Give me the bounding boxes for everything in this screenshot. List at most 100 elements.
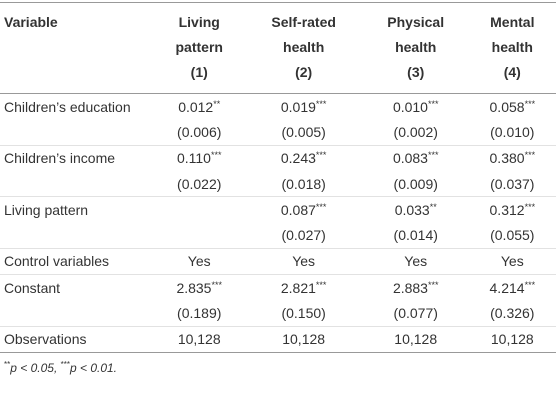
table-cell: 0.243*** — [244, 145, 362, 171]
footnote: **p < 0.05, ***p < 0.01. — [0, 353, 556, 383]
header-line: Mental — [490, 14, 535, 30]
table-cell: (0.055) — [468, 222, 556, 249]
row-label — [0, 222, 154, 249]
table-cell: (0.189) — [154, 300, 245, 327]
table-cell: (0.027) — [244, 222, 363, 249]
coefficient: 0.033 — [394, 201, 430, 218]
footnote-stars: *** — [60, 359, 70, 369]
table-row: (0.006) (0.005) (0.002) (0.010) — [0, 119, 556, 146]
table-cell: 10,128 — [282, 331, 326, 348]
table-row: Observations 10,128 10,128 10,128 10,128 — [0, 326, 556, 352]
significance-stars: *** — [524, 150, 536, 161]
table-cell: 4.214*** — [469, 275, 556, 301]
coefficient: 0.110 — [176, 150, 211, 167]
table-cell: (0.002) — [362, 119, 469, 146]
coefficient: 0.058 — [489, 98, 525, 115]
table-cell: 0.010*** — [363, 94, 469, 120]
table-cell: 0.087*** — [244, 197, 362, 223]
coefficient: 0.083 — [392, 150, 428, 167]
footnote-text: p < 0.05, — [10, 360, 58, 375]
row-label: Constant — [4, 279, 61, 296]
table-row: (0.189) (0.150) (0.077) (0.326) — [0, 300, 556, 327]
column-header: Mental health (4) — [468, 2, 556, 94]
table-cell: 0.058*** — [469, 94, 556, 120]
table-cell: 10,128 — [490, 331, 534, 348]
table-row: Constant 2.835*** 2.821*** 2.883*** 4.214*** — [0, 275, 556, 301]
coefficient: 2.883 — [392, 279, 428, 296]
results-table: Variable Living pattern (1) Self-rated health… — [0, 2, 556, 353]
significance-stars: *** — [315, 98, 327, 109]
table-cell: (0.150) — [244, 300, 363, 327]
table-row: Control variables Yes Yes Yes Yes — [0, 248, 556, 276]
table-cell: (0.009) — [362, 170, 469, 198]
table-row: Children’s education 0.012** 0.019*** 0.010… — [0, 94, 556, 120]
table-cell: Yes — [362, 248, 469, 276]
significance-stars: *** — [210, 150, 222, 161]
table-cell: Yes — [154, 248, 245, 276]
column-number: (3) — [407, 64, 425, 80]
table-cell: (0.326) — [468, 300, 556, 327]
footnote-stars: ** — [4, 359, 11, 369]
significance-stars: *** — [524, 98, 536, 109]
table-cell: Yes — [244, 248, 363, 276]
significance-stars: *** — [524, 279, 536, 290]
significance-stars: *** — [524, 201, 536, 212]
column-header: Living pattern (1) — [154, 2, 245, 94]
significance-stars: ** — [429, 201, 437, 212]
coefficient: 2.835 — [176, 279, 212, 296]
table-row: (0.022) (0.018) (0.009) (0.037) — [0, 170, 556, 198]
footnote-text: p < 0.01. — [69, 360, 118, 375]
row-label: Living pattern — [4, 201, 89, 218]
row-label — [0, 300, 154, 327]
coefficient: 0.312 — [489, 201, 525, 218]
coefficient: 0.380 — [489, 150, 525, 167]
coefficient: 4.214 — [489, 279, 525, 296]
row-label — [0, 170, 154, 198]
coefficient: 0.019 — [280, 98, 316, 115]
table-row: (0.027) (0.014) (0.055) — [0, 222, 556, 249]
column-header: Physical health (3) — [362, 2, 469, 94]
significance-stars: *** — [427, 98, 439, 109]
row-label — [0, 119, 154, 146]
significance-stars: *** — [427, 279, 439, 290]
column-header: Variable — [0, 2, 154, 94]
significance-stars: *** — [315, 279, 327, 290]
row-label: Control variables — [0, 248, 154, 276]
significance-stars: *** — [315, 150, 327, 161]
coefficient: 2.821 — [280, 279, 316, 296]
coefficient: 0.010 — [392, 98, 428, 115]
table-cell: 0.019*** — [244, 94, 362, 120]
table-cell: (0.037) — [468, 170, 556, 198]
table-cell: Yes — [468, 248, 556, 276]
significance-stars: *** — [211, 279, 222, 290]
column-number: (4) — [503, 64, 521, 80]
table-cell: (0.018) — [244, 170, 363, 198]
coefficient: 0.012 — [178, 98, 214, 115]
table-cell: (0.006) — [154, 119, 245, 146]
table-cell: (0.077) — [362, 300, 469, 327]
table-row: Living pattern 0.087*** 0.033** 0.312*** — [0, 197, 556, 223]
significance-stars: ** — [213, 98, 221, 109]
header-line: Physical — [387, 14, 445, 30]
table-cell — [154, 222, 245, 249]
column-header: Self-rated health (2) — [244, 2, 363, 94]
header-line: health — [491, 39, 533, 55]
table-cell: 0.312*** — [469, 197, 556, 223]
table-cell: 2.821*** — [244, 275, 362, 301]
row-label: Children’s education — [4, 98, 131, 115]
header-line: Living — [178, 14, 220, 30]
row-label: Children’s income — [4, 150, 116, 167]
table-cell — [154, 197, 244, 223]
column-number: (2) — [295, 64, 313, 80]
coefficient: 0.087 — [280, 201, 316, 218]
header-row: Variable Living pattern (1) Self-rated health… — [0, 2, 556, 94]
table-cell: 10,128 — [394, 331, 438, 348]
table-row: Children’s income 0.110*** 0.243*** 0.083**… — [0, 145, 556, 171]
row-label: Observations — [4, 331, 87, 348]
table-cell: 10,128 — [177, 331, 221, 348]
header-line: Self-rated — [271, 14, 336, 30]
table-cell: 0.110*** — [154, 145, 244, 171]
table-cell: 0.380*** — [469, 145, 556, 171]
column-number: (1) — [190, 64, 208, 80]
